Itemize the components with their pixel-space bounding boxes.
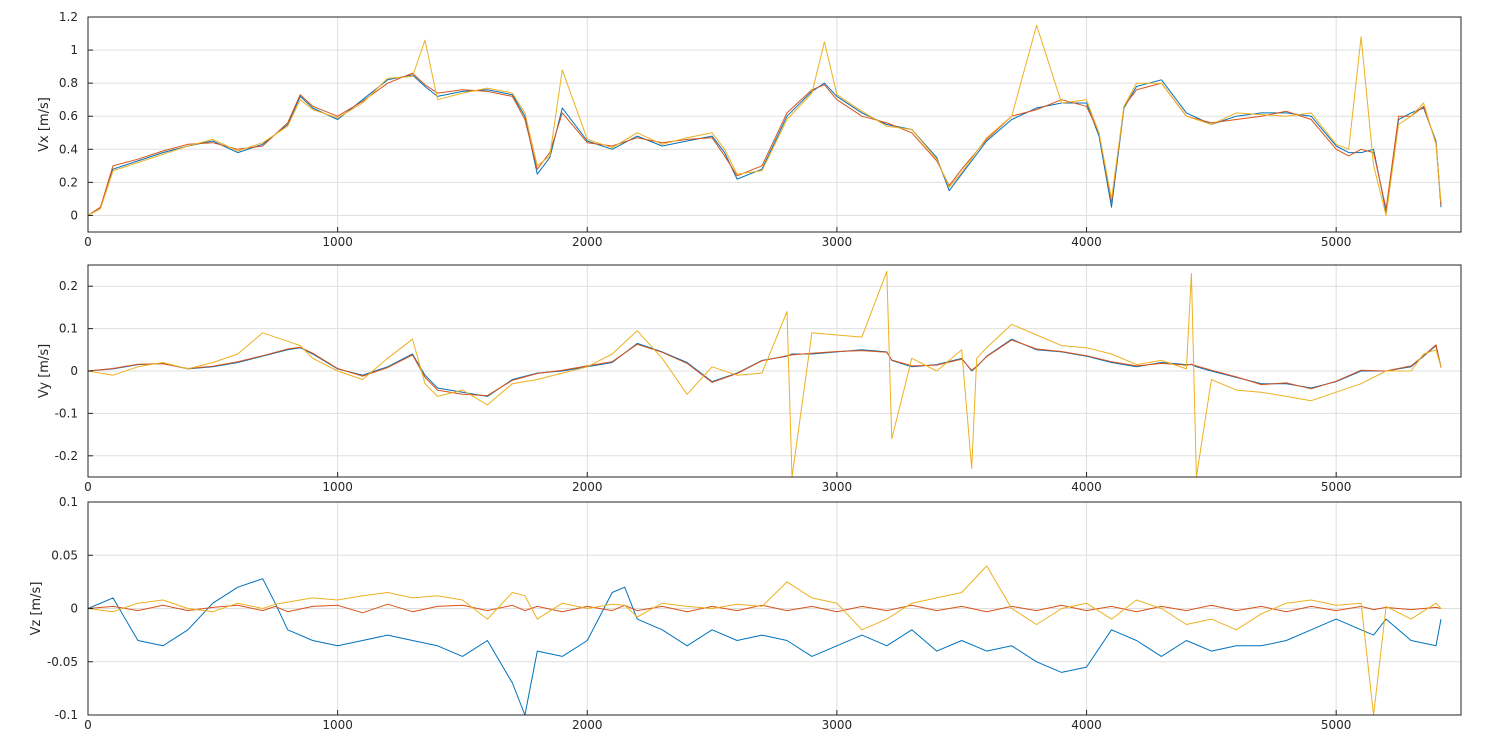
subplot-vy-series [87, 270, 1442, 478]
subplot-vx-series-2-line [87, 72, 1442, 216]
subplot-vz-ytick-label: -0.05 [47, 655, 78, 669]
subplot-vz-series [87, 565, 1442, 716]
subplot-vz-ytick-label: -0.1 [55, 708, 78, 722]
subplot-vy-ytick-label: 0 [70, 364, 78, 378]
subplot-vx-xticks: 0 1000 2000 3000 4000 5000 [84, 227, 1351, 249]
subplot-vx-ytick-label: 0.4 [59, 142, 78, 156]
subplot-vx-ytick-label: 0.2 [59, 175, 78, 189]
subplot-vx-series-3-line [87, 24, 1442, 216]
subplot-vz-xtick-label: 4000 [1071, 718, 1102, 732]
subplot-vy-xticks: 0 1000 2000 3000 4000 5000 [84, 472, 1351, 494]
subplot-vx-ytick-label: 0.6 [59, 109, 78, 123]
subplot-vz-xtick-label: 0 [84, 718, 92, 732]
subplot-vy-ytick-label: 0.1 [59, 322, 78, 336]
subplot-vy-xtick-label: 4000 [1071, 480, 1102, 494]
subplot-vz-ytick-label: 0.1 [59, 495, 78, 509]
subplot-vy-series-2-line [87, 339, 1442, 397]
subplot-vx-ytick-label: 0 [70, 208, 78, 222]
subplot-vx-xtick-label: 4000 [1071, 235, 1102, 249]
subplot-vx-ytick-label: 1 [70, 43, 78, 57]
subplot-vz: 0 1000 2000 3000 4000 5000 -0.1-0.0500.050.1 … [29, 495, 1462, 732]
subplot-vz-ylabel: Vz [m/s] [29, 582, 44, 636]
subplot-vz-xtick-label: 2000 [572, 718, 603, 732]
subplot-vx-ytick-label: 0.8 [59, 76, 78, 90]
subplot-vz-yticks: -0.1 -0.05 0 0.05 0.1 [47, 495, 93, 722]
subplot-vx-xtick-label: 5000 [1321, 235, 1352, 249]
subplot-vx-xtick-label: 1000 [322, 235, 353, 249]
subplot-vx-series [87, 24, 1442, 216]
subplot-vx: 0 1000 2000 3000 4000 5000 00.20.40.60.811.2 … [37, 10, 1462, 249]
subplot-vy-xtick-label: 2000 [572, 480, 603, 494]
subplot-vy-ytick-label: 0.2 [59, 279, 78, 293]
subplot-vz-ytick-label: 0 [70, 602, 78, 616]
subplot-vy-xtick-label: 0 [84, 480, 92, 494]
subplot-vz-ytick-label: 0.05 [51, 548, 78, 562]
subplot-vy-xtick-label: 1000 [322, 480, 353, 494]
subplot-vz-series-2-line [87, 603, 1442, 614]
subplot-vx-ytick-label: 1.2 [59, 10, 78, 24]
subplot-vz-xtick-label: 1000 [322, 718, 353, 732]
subplot-vy: 0 1000 2000 3000 4000 5000 -0.2 -0.1 0 0.1 0.2 Vy… [37, 264, 1462, 494]
subplot-vz-xtick-label: 5000 [1321, 718, 1352, 732]
subplot-vx-yticks: 0 0.2 0.4 0.6 0.8 1 1.2 [59, 10, 93, 222]
subplot-vy-ylabel: Vy [m/s] [37, 344, 52, 398]
subplot-vy-series-3-line [87, 270, 1442, 478]
subplot-vy-xtick-label: 3000 [822, 480, 853, 494]
subplot-vz-series-1-line [87, 578, 1442, 716]
subplot-vy-ytick-label: -0.1 [55, 406, 78, 420]
subplot-vy-xtick-label: 5000 [1321, 480, 1352, 494]
subplot-vy-ytick-label: -0.2 [55, 449, 78, 463]
subplot-vx-xtick-label: 0 [84, 235, 92, 249]
subplot-vz-xticks: 0 1000 2000 3000 4000 5000 [84, 710, 1351, 732]
subplot-vx-xtick-label: 3000 [822, 235, 853, 249]
subplot-vx-axes-box [87, 16, 1462, 233]
subplot-vx-xtick-label: 2000 [572, 235, 603, 249]
subplot-vy-yticks: -0.2 -0.1 0 0.1 0.2 [55, 279, 93, 463]
subplot-vx-ylabel: Vx [m/s] [37, 97, 52, 152]
subplot-vz-xtick-label: 3000 [822, 718, 853, 732]
subplot-vz-series-3-line [87, 565, 1442, 716]
